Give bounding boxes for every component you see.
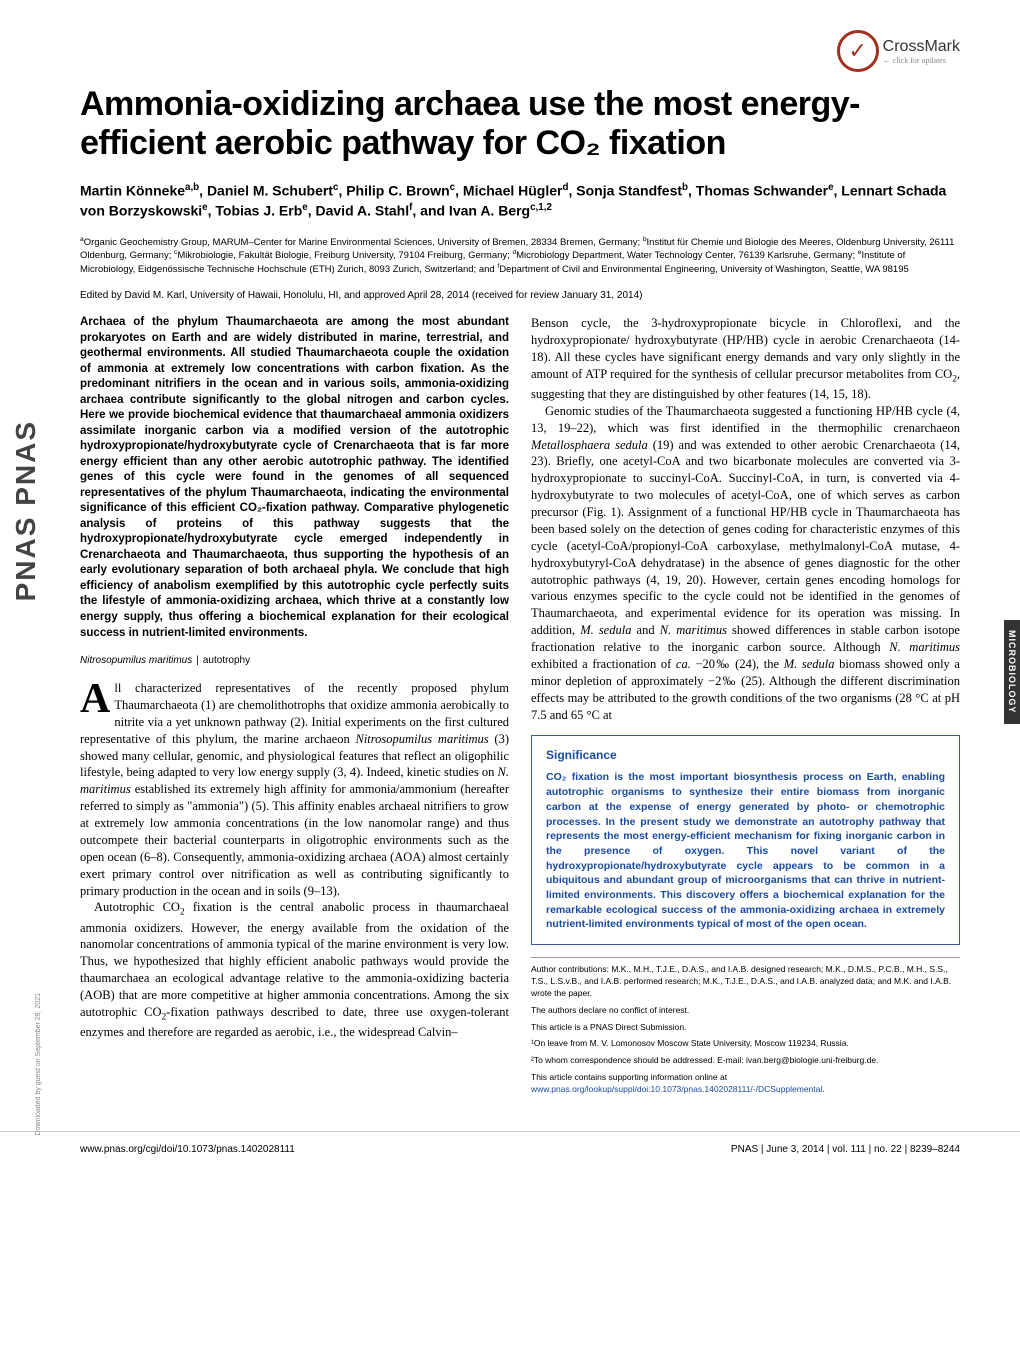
- crossmark-icon: ✓: [837, 30, 879, 72]
- body-text-left: All characterized representatives of the…: [80, 680, 509, 1041]
- submission-type: This article is a PNAS Direct Submission…: [531, 1022, 960, 1034]
- crossmark-label: CrossMark: [883, 38, 960, 55]
- right-column: Benson cycle, the 3-hydroxypropionate bi…: [531, 315, 960, 1101]
- footer-doi[interactable]: www.pnas.org/cgi/doi/10.1073/pnas.140202…: [80, 1144, 295, 1155]
- keyword-separator: |: [196, 655, 199, 666]
- footnote-1: ¹On leave from M. V. Lomonosov Moscow St…: [531, 1038, 960, 1050]
- author-contributions: Author contributions: M.K., M.H., T.J.E.…: [531, 957, 960, 1000]
- footnote-2: ²To whom correspondence should be addres…: [531, 1055, 960, 1067]
- paragraph-1: All characterized representatives of the…: [80, 680, 509, 899]
- supplemental-info: This article contains supporting informa…: [531, 1072, 960, 1096]
- author-list: Martin Könnekea,b, Daniel M. Schubertc, …: [80, 181, 960, 222]
- crossmark-label-wrap: CrossMark ← click for updates: [883, 38, 960, 65]
- keyword-2: autotrophy: [203, 655, 250, 666]
- crossmark-sublabel: ← click for updates: [883, 56, 960, 65]
- keyword-1: Nitrosopumilus maritimus: [80, 655, 192, 666]
- footnotes: Author contributions: M.K., M.H., T.J.E.…: [531, 957, 960, 1096]
- edited-by: Edited by David M. Karl, University of H…: [80, 290, 960, 301]
- supplemental-link[interactable]: www.pnas.org/lookup/suppl/doi:10.1073/pn…: [531, 1084, 822, 1094]
- footer-citation: PNAS | June 3, 2014 | vol. 111 | no. 22 …: [731, 1144, 960, 1155]
- conflict-statement: The authors declare no conflict of inter…: [531, 1005, 960, 1017]
- page-content: ✓ CrossMark ← click for updates Ammonia-…: [0, 0, 1020, 1131]
- significance-title: Significance: [546, 748, 945, 762]
- left-column: Archaea of the phylum Thaumarchaeota are…: [80, 315, 509, 1101]
- body-text-right: Benson cycle, the 3-hydroxypropionate bi…: [531, 315, 960, 723]
- abstract: Archaea of the phylum Thaumarchaeota are…: [80, 315, 509, 641]
- dropcap: A: [80, 682, 114, 718]
- crossmark-badge[interactable]: ✓ CrossMark ← click for updates: [837, 30, 960, 72]
- significance-box: Significance CO₂ fixation is the most im…: [531, 735, 960, 945]
- page-footer: www.pnas.org/cgi/doi/10.1073/pnas.140202…: [0, 1131, 1020, 1175]
- paragraph-1-rest: ll characterized representatives of the …: [80, 681, 509, 898]
- keywords: Nitrosopumilus maritimus | autotrophy: [80, 655, 509, 666]
- paragraph-4: Genomic studies of the Thaumarchaeota su…: [531, 403, 960, 724]
- affiliations: aOrganic Geochemistry Group, MARUM–Cente…: [80, 236, 960, 277]
- paragraph-2: Autotrophic CO2 fixation is the central …: [80, 899, 509, 1041]
- two-column-layout: Archaea of the phylum Thaumarchaeota are…: [80, 315, 960, 1101]
- paragraph-3: Benson cycle, the 3-hydroxypropionate bi…: [531, 315, 960, 403]
- significance-text: CO₂ fixation is the most important biosy…: [546, 770, 945, 932]
- article-title: Ammonia-oxidizing archaea use the most e…: [80, 85, 960, 163]
